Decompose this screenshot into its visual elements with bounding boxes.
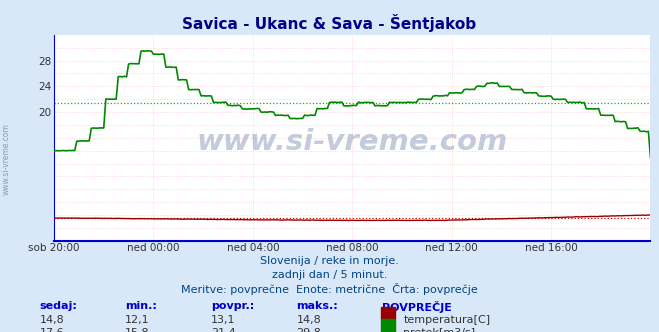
Text: 15,8: 15,8: [125, 328, 150, 332]
Text: 29,8: 29,8: [297, 328, 322, 332]
Text: POVPREČJE: POVPREČJE: [382, 301, 452, 313]
Text: pretok[m3/s]: pretok[m3/s]: [403, 328, 475, 332]
Text: maks.:: maks.:: [297, 301, 338, 311]
Text: 12,1: 12,1: [125, 315, 150, 325]
Text: sedaj:: sedaj:: [40, 301, 77, 311]
Text: Meritve: povprečne  Enote: metrične  Črta: povprečje: Meritve: povprečne Enote: metrične Črta:…: [181, 283, 478, 295]
Text: 21,4: 21,4: [211, 328, 236, 332]
Text: 14,8: 14,8: [297, 315, 322, 325]
Text: povpr.:: povpr.:: [211, 301, 254, 311]
Text: min.:: min.:: [125, 301, 157, 311]
Text: 13,1: 13,1: [211, 315, 235, 325]
Text: 17,6: 17,6: [40, 328, 64, 332]
Text: temperatura[C]: temperatura[C]: [403, 315, 490, 325]
Text: 14,8: 14,8: [40, 315, 65, 325]
Text: Slovenija / reke in morje.: Slovenija / reke in morje.: [260, 256, 399, 266]
Text: zadnji dan / 5 minut.: zadnji dan / 5 minut.: [272, 270, 387, 280]
Text: www.si-vreme.com: www.si-vreme.com: [2, 124, 11, 195]
Text: Savica - Ukanc & Sava - Šentjakob: Savica - Ukanc & Sava - Šentjakob: [183, 14, 476, 32]
Text: www.si-vreme.com: www.si-vreme.com: [196, 128, 508, 156]
